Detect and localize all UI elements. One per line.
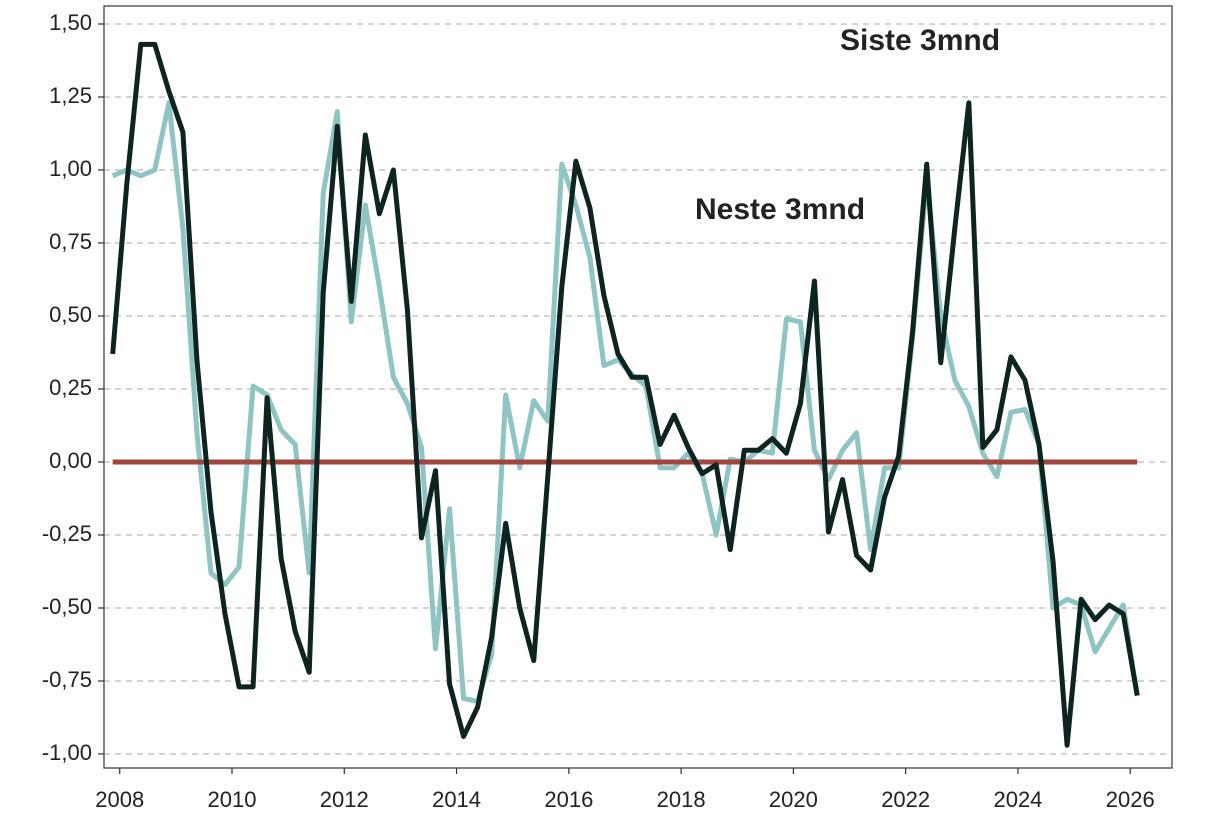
y-tick-label: 0,00 bbox=[49, 448, 92, 473]
y-tick-label: 1,25 bbox=[49, 83, 92, 108]
x-tick-label: 2026 bbox=[1106, 787, 1155, 812]
y-tick-label: 0,25 bbox=[49, 375, 92, 400]
x-tick-label: 2014 bbox=[432, 787, 481, 812]
x-tick-label: 2024 bbox=[993, 787, 1042, 812]
y-tick-label: 0,75 bbox=[49, 229, 92, 254]
x-tick-label: 2008 bbox=[95, 787, 144, 812]
x-tick-label: 2018 bbox=[657, 787, 706, 812]
y-tick-label: 1,00 bbox=[49, 156, 92, 181]
y-tick-label: 0,50 bbox=[49, 302, 92, 327]
grid bbox=[98, 23, 1172, 774]
x-tick-label: 2022 bbox=[881, 787, 930, 812]
x-tick-label: 2016 bbox=[544, 787, 593, 812]
x-tick-label: 2020 bbox=[769, 787, 818, 812]
x-tick-label: 2012 bbox=[320, 787, 369, 812]
y-tick-label: -0,25 bbox=[42, 521, 92, 546]
series-label: Neste 3mnd bbox=[695, 193, 865, 226]
series-label: Siste 3mnd bbox=[840, 24, 1000, 57]
y-tick-label: 1,50 bbox=[49, 10, 92, 35]
series-line bbox=[110, 41, 1140, 748]
lines bbox=[110, 41, 1140, 748]
x-tick-label: 2010 bbox=[208, 787, 257, 812]
y-tick-label: -1,00 bbox=[42, 740, 92, 765]
y-tick-label: -0,75 bbox=[42, 667, 92, 692]
y-tick-label: -0,50 bbox=[42, 594, 92, 619]
plot-frame bbox=[103, 5, 1173, 769]
